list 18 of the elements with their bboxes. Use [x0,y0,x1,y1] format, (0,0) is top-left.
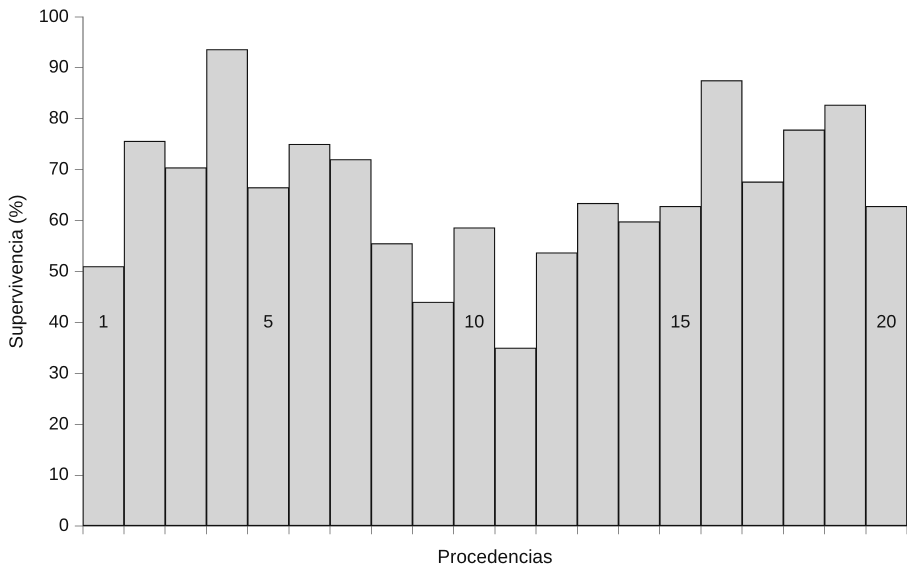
x-tick-label: 5 [263,311,274,332]
x-tick-label: 1 [98,311,108,332]
y-tick-label: 90 [48,56,69,77]
y-tick-label: 40 [48,311,69,332]
y-tick-label: 0 [58,515,69,536]
y-tick-label: 50 [48,260,69,280]
y-tick-label: 20 [48,413,69,434]
x-tick-label: 10 [464,311,484,332]
y-tick-label: 10 [48,464,69,484]
y-tick-label: 30 [48,362,69,382]
y-tick-label: 70 [48,158,69,179]
y-tick-label: 100 [38,6,69,26]
x-tick-label: 20 [876,311,896,332]
y-tick-label: 80 [48,108,69,128]
x-axis-title: Procedencias [437,546,552,568]
y-tick-label: 60 [48,210,69,230]
y-axis-title: Supervivencia (%) [6,194,28,349]
x-tick-label: 15 [670,311,690,332]
